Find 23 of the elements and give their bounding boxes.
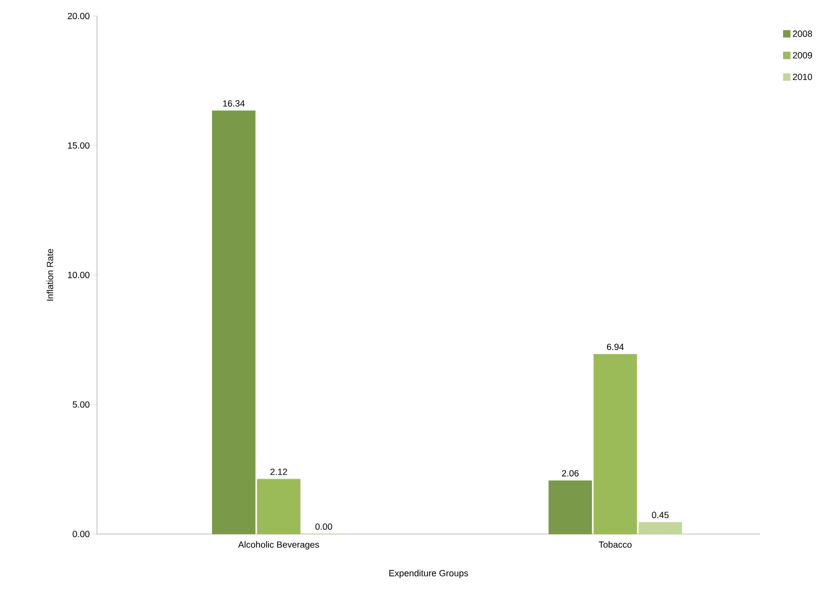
data-label: 2.12 bbox=[270, 468, 288, 475]
y-tick-label: 5.00 bbox=[72, 401, 90, 408]
bar bbox=[638, 522, 682, 534]
data-label: 6.94 bbox=[607, 344, 624, 350]
y-tick-label: 20.00 bbox=[68, 12, 90, 20]
legend-label: 2010 bbox=[792, 74, 812, 80]
x-axis-title: Expenditure Groups bbox=[389, 570, 468, 578]
data-label: 0.45 bbox=[652, 512, 669, 518]
data-label: 2.06 bbox=[562, 470, 579, 476]
bar bbox=[548, 480, 592, 534]
data-label: 0.00 bbox=[315, 523, 332, 530]
y-tick-label: 0.00 bbox=[72, 530, 90, 538]
y-tick-label: 10.00 bbox=[68, 272, 90, 278]
y-axis-title: Inflation Rate bbox=[46, 248, 54, 301]
bar bbox=[212, 110, 256, 534]
data-label: 16.34 bbox=[223, 100, 245, 107]
y-tick-label: 15.00 bbox=[68, 142, 90, 149]
bar bbox=[257, 478, 300, 534]
legend-label: 2008 bbox=[792, 30, 812, 37]
x-tick-label: Alcoholic Beverages bbox=[238, 541, 320, 550]
bar bbox=[594, 354, 637, 534]
x-tick-label: Tobacco bbox=[598, 541, 632, 548]
legend-label: 2009 bbox=[792, 52, 812, 58]
